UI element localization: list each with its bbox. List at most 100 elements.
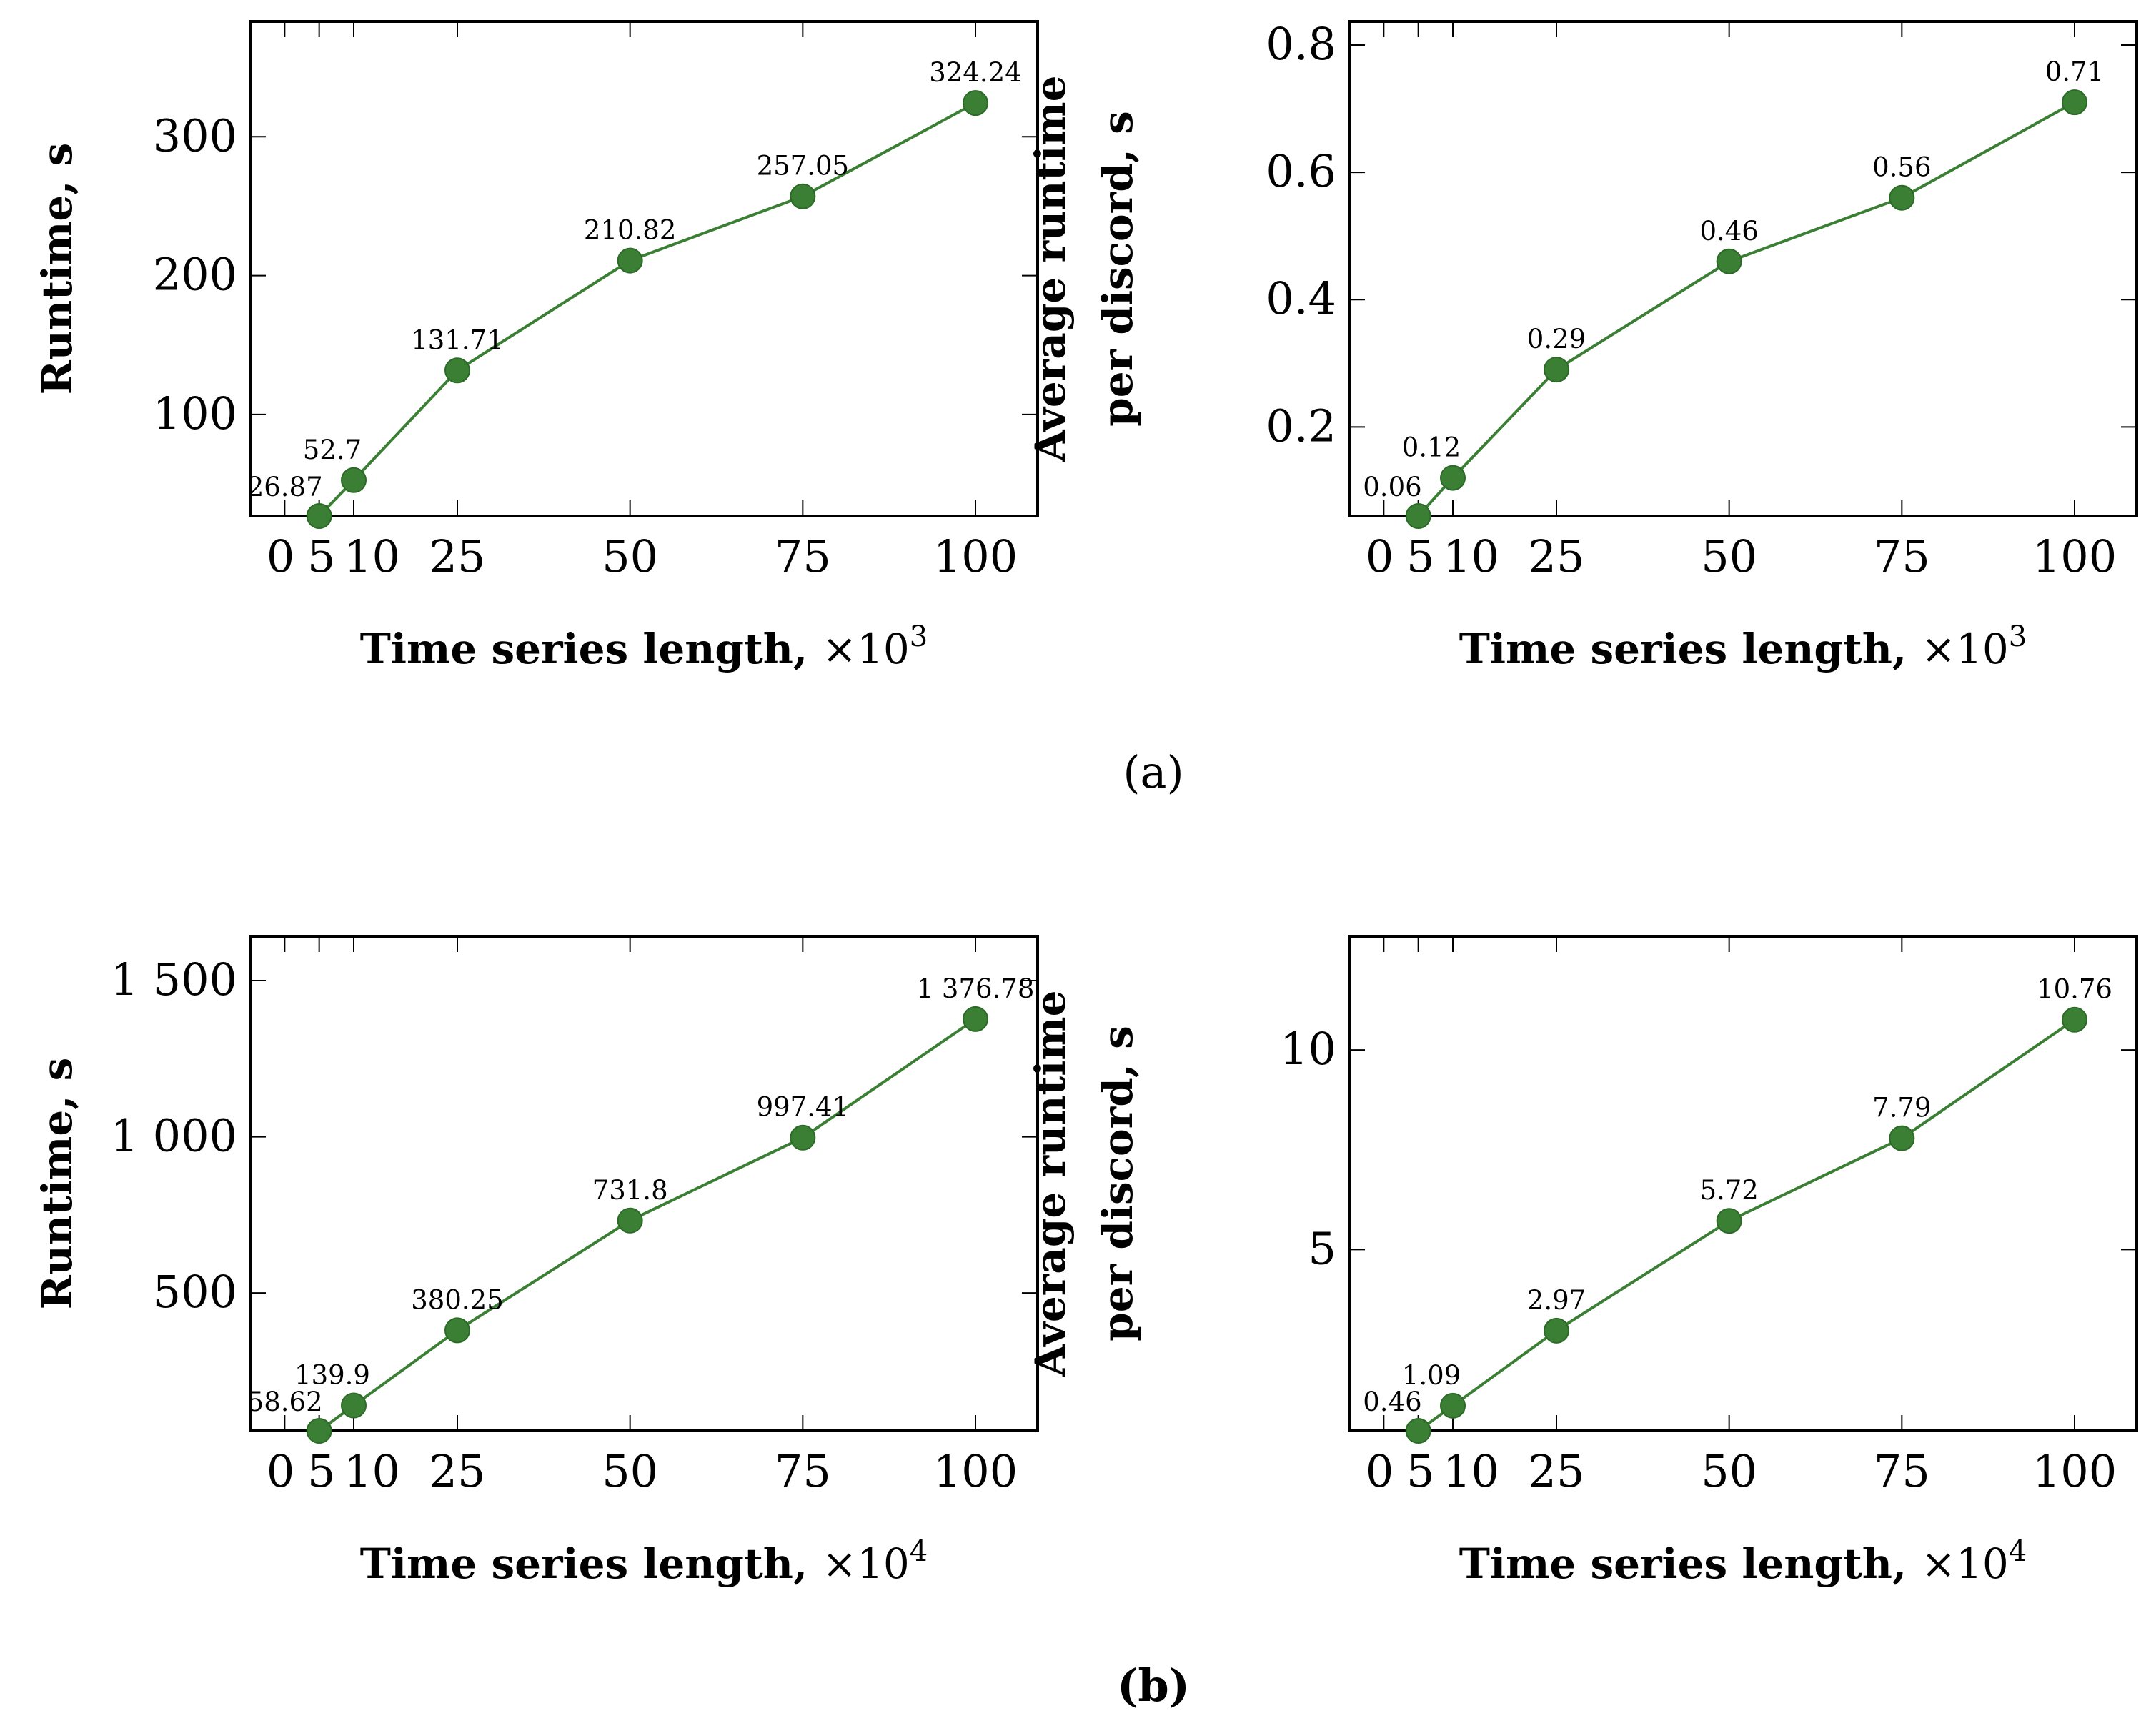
data-point	[341, 1392, 367, 1419]
data-label: 58.62	[247, 1387, 323, 1417]
series-line	[1417, 1018, 2076, 1432]
chart-b-right: 0 5 10 25 50 75 1005100.461.092.975.727.7910.7…	[1026, 935, 2138, 1588]
data-point	[617, 1207, 643, 1234]
data-point	[1889, 1125, 1915, 1151]
x-tick-label: 10	[344, 530, 400, 582]
caption-b: (b)	[1117, 1660, 1190, 1712]
x-axis-label: Time series length, ×103	[1459, 620, 2027, 673]
data-label: 7.79	[1872, 1093, 1931, 1124]
data-label: 1.09	[1402, 1360, 1461, 1391]
x-tick-label: 100	[933, 530, 1018, 582]
chart-a-left: 0 5 10 25 50 75 100 100 200 300 26.87 52.7 131.71 210…	[33, 20, 1039, 673]
x-tick-label: 50	[1701, 530, 1757, 582]
data-label: 324.24	[929, 57, 1021, 88]
y-axis-label: Average runtime per discord, s	[1026, 75, 1142, 462]
x-tick-label: 25	[1529, 530, 1585, 582]
y-tick-label: 500	[153, 1266, 237, 1318]
x-tick-label: 25	[429, 1445, 486, 1497]
x-tick-label: 25	[429, 530, 486, 582]
y-tick-label: 0.6	[1266, 145, 1336, 197]
x-axis-label: Time series length, ×104	[1459, 1535, 2027, 1588]
series-line	[318, 1018, 977, 1432]
plot-frame	[1348, 935, 2138, 1432]
x-tick-label: 75	[775, 530, 831, 582]
y-tick-label: 0.2	[1266, 400, 1336, 452]
data-label: 0.12	[1402, 432, 1461, 463]
series-line	[318, 101, 976, 517]
caption-a: (a)	[1123, 746, 1183, 798]
y-tick-label: 200	[153, 249, 237, 301]
data-label: 0.46	[1363, 1387, 1421, 1417]
x-tick-label: 25	[1529, 1445, 1585, 1497]
data-point	[1405, 1418, 1431, 1444]
x-tick-label: 10	[344, 1445, 400, 1497]
y-tick-label: 5	[1308, 1222, 1336, 1274]
data-point	[1405, 503, 1431, 529]
data-point	[1544, 357, 1569, 383]
data-point	[1716, 248, 1742, 274]
series-line	[1417, 101, 2075, 517]
x-tick-label: 50	[602, 530, 658, 582]
data-label: 1 376.78	[917, 973, 1035, 1004]
data-point	[444, 1317, 470, 1344]
x-tick-label: 5	[1406, 1445, 1434, 1497]
data-label: 257.05	[757, 151, 849, 182]
y-tick-label: 10	[1280, 1023, 1336, 1075]
data-point	[617, 247, 643, 274]
data-point	[1716, 1208, 1742, 1234]
x-tick-label: 100	[2032, 1445, 2117, 1497]
x-tick-label: 100	[2032, 530, 2117, 582]
x-tick-label: 10	[1443, 530, 1499, 582]
data-label: 997.41	[757, 1092, 849, 1123]
data-label: 139.9	[294, 1359, 370, 1390]
x-tick-label: 50	[602, 1445, 658, 1497]
y-tick-label: 100	[153, 387, 237, 440]
data-label: 0.56	[1872, 152, 1931, 183]
data-label: 0.46	[1699, 216, 1758, 247]
data-point	[963, 90, 988, 116]
data-label: 131.71	[411, 324, 503, 355]
x-tick-label: 75	[1874, 1445, 1930, 1497]
data-label: 26.87	[247, 472, 323, 502]
y-axis-label: Runtime, s	[33, 143, 81, 395]
y-axis-label: Average runtime per discord, s	[1026, 990, 1142, 1377]
x-tick-label: 5	[1406, 530, 1434, 582]
data-point	[2062, 89, 2087, 116]
plot-frame	[249, 20, 1039, 517]
data-label: 380.25	[411, 1284, 503, 1315]
data-label: 210.82	[584, 215, 676, 246]
x-tick-label: 0	[267, 530, 294, 582]
data-label: 0.29	[1527, 324, 1586, 354]
y-tick-label: 0.8	[1266, 18, 1336, 70]
data-label: 731.8	[592, 1175, 668, 1206]
y-axis-label: Runtime, s	[33, 1058, 81, 1310]
x-tick-label: 75	[1874, 530, 1930, 582]
data-point	[963, 1006, 988, 1032]
data-point	[790, 1124, 816, 1151]
data-point	[306, 503, 332, 529]
x-tick-label: 5	[307, 530, 335, 582]
data-point	[1440, 465, 1466, 491]
x-tick-label: 10	[1443, 1445, 1499, 1497]
x-axis-label: Time series length, ×103	[360, 620, 928, 673]
data-point	[444, 357, 470, 384]
x-tick-label: 75	[775, 1445, 831, 1497]
data-label: 52.7	[303, 435, 362, 465]
x-tick-label: 0	[1366, 530, 1394, 582]
x-tick-label: 50	[1701, 1445, 1757, 1497]
chart-a-right: 0 5 10 25 50 75 100 0.2 0.4 0.6 0.8 0.06 0.12 0.29 0.4…	[1026, 18, 2138, 673]
data-label: 0.06	[1363, 472, 1421, 502]
data-point	[1544, 1317, 1569, 1344]
data-label: 0.71	[2045, 56, 2104, 87]
x-tick-label: 0	[267, 1445, 294, 1497]
plot-frame	[1348, 20, 2138, 517]
x-tick-label: 0	[1366, 1445, 1394, 1497]
y-tick-label: 1 500	[111, 953, 238, 1006]
x-tick-label: 5	[307, 1445, 335, 1497]
data-point	[306, 1418, 332, 1444]
data-label: 2.97	[1527, 1285, 1586, 1316]
y-tick-label: 300	[153, 109, 237, 162]
data-label: 5.72	[1699, 1175, 1758, 1206]
